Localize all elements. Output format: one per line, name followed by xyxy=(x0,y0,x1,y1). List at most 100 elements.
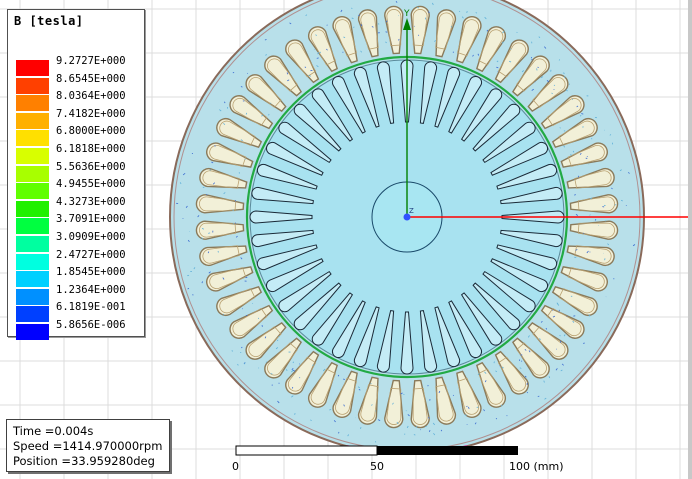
scale-tick-0: 0 xyxy=(232,460,239,473)
rotor-bar xyxy=(266,258,324,292)
field-speck xyxy=(461,16,464,19)
scale-tick-100: 100 (mm) xyxy=(509,460,564,473)
field-speck xyxy=(468,406,470,409)
field-speck xyxy=(315,34,317,36)
field-speck xyxy=(261,114,264,117)
field-speck xyxy=(287,79,290,82)
field-speck xyxy=(201,281,203,284)
field-speck xyxy=(632,244,636,247)
rotor-bar xyxy=(482,121,536,164)
field-speck xyxy=(305,14,308,16)
field-speck xyxy=(557,303,560,306)
stator-slot xyxy=(229,304,274,339)
rotor-bar xyxy=(482,270,536,313)
rotor-bar xyxy=(251,229,314,248)
stator-slot xyxy=(475,361,507,408)
field-speck xyxy=(538,36,541,39)
rotor-bar xyxy=(353,306,380,368)
field-speck xyxy=(292,361,295,364)
field-speck xyxy=(291,395,294,398)
field-speck xyxy=(543,380,545,383)
field-speck xyxy=(377,419,381,422)
stator-slot xyxy=(216,285,263,317)
stator-slot xyxy=(511,55,550,97)
field-speck xyxy=(539,338,541,341)
field-speck xyxy=(561,363,564,366)
field-speck xyxy=(392,402,394,405)
field-speck xyxy=(219,109,222,112)
stator-slot xyxy=(245,321,287,360)
legend-swatch xyxy=(16,77,49,94)
stator-slot xyxy=(456,16,482,64)
field-speck xyxy=(291,370,294,373)
field-speck xyxy=(223,122,226,126)
stator-slot xyxy=(410,379,430,429)
field-speck xyxy=(483,409,485,412)
info-speed: Speed =1414.970000rpm xyxy=(13,439,163,453)
field-speck xyxy=(525,375,527,378)
field-speck xyxy=(413,434,416,436)
field-speck xyxy=(575,214,579,216)
legend-level-label: 2.4727E+000 xyxy=(56,248,126,261)
field-speck xyxy=(179,182,182,185)
rotor-bar xyxy=(293,103,342,152)
field-speck xyxy=(565,89,568,92)
stator-slot xyxy=(199,245,248,267)
field-speck xyxy=(397,39,400,41)
field-speck xyxy=(556,302,559,304)
rotor-bar xyxy=(448,76,482,134)
stator-slot xyxy=(357,376,379,425)
field-speck xyxy=(360,426,362,429)
rotor-bar xyxy=(278,121,332,164)
field-speck xyxy=(472,54,474,57)
field-speck xyxy=(544,46,547,49)
stator-slot xyxy=(229,95,274,130)
stator-slot xyxy=(540,304,585,339)
field-speck xyxy=(579,152,582,155)
stator-slot xyxy=(357,9,379,58)
field-speck xyxy=(358,14,360,17)
scale-tick-50: 50 xyxy=(370,460,384,473)
stator-slot xyxy=(569,220,619,240)
field-speck xyxy=(416,6,419,9)
field-speck xyxy=(428,417,430,419)
field-speck xyxy=(360,23,363,27)
field-speck xyxy=(222,277,225,280)
legend-swatch xyxy=(16,288,49,305)
stator-slot xyxy=(206,266,254,292)
field-speck xyxy=(568,83,570,85)
field-speck xyxy=(371,404,373,406)
legend-swatch xyxy=(16,271,49,288)
field-speck xyxy=(574,194,576,196)
legend-level-label: 6.1818E+000 xyxy=(56,143,126,155)
field-speck xyxy=(450,26,453,28)
field-speck xyxy=(385,41,387,44)
field-speck xyxy=(562,72,565,74)
field-speck xyxy=(585,157,588,160)
y-axis-arrow xyxy=(403,18,411,30)
rotor-bar xyxy=(419,310,438,373)
field-speck xyxy=(407,414,410,417)
rotor-bar xyxy=(256,244,318,271)
legend-swatch xyxy=(16,112,49,129)
rotor-bar xyxy=(460,292,503,346)
field-speck xyxy=(417,34,420,36)
legend-level-label: 4.9455E+000 xyxy=(56,178,126,191)
field-speck xyxy=(240,257,243,260)
stator-slot xyxy=(527,321,569,360)
rotor-bar xyxy=(500,229,563,248)
rotor-bar xyxy=(434,66,461,128)
field-speck xyxy=(502,366,504,369)
field-speck xyxy=(340,9,343,13)
legend-level-label: 6.8000E+000 xyxy=(56,125,126,138)
field-speck xyxy=(357,386,360,389)
field-legend[interactable]: B [tesla] 9.2727E+000 8.6545E+000 8.0364E+… xyxy=(7,9,145,340)
stator-slot xyxy=(551,117,598,149)
rotor-bar xyxy=(419,61,438,124)
field-speck xyxy=(563,76,566,79)
rotor-bar xyxy=(472,282,521,331)
stator-slot xyxy=(216,117,263,149)
rotor-bar xyxy=(311,292,354,346)
